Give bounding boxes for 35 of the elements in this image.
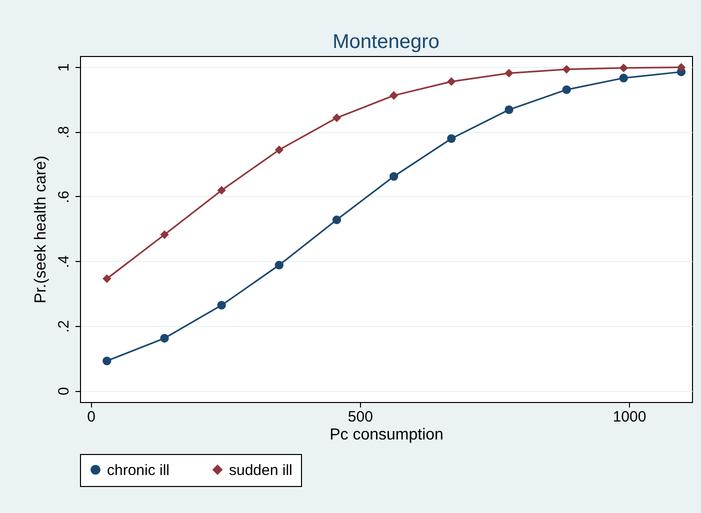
point (332, 215, 342, 224)
legend-label: sudden ill (229, 462, 292, 479)
legend-label: chronic ill (107, 462, 170, 479)
point (504, 105, 514, 114)
point (562, 85, 571, 94)
y-tick-label: 0 (56, 387, 72, 396)
point (274, 146, 284, 154)
y-tick-label: .8 (56, 126, 72, 138)
chart-title: Montenegro (332, 31, 440, 53)
point (332, 113, 342, 122)
point (389, 172, 398, 181)
y-tick-label: .2 (56, 320, 72, 333)
point (160, 230, 169, 239)
y-tick-label: .4 (56, 255, 72, 268)
point (676, 63, 686, 72)
x-tick-label: 0 (87, 408, 96, 426)
point (102, 274, 112, 284)
point (619, 64, 628, 72)
x-axis-title: Pc consumption (330, 426, 444, 444)
x-tick-label: 500 (348, 408, 373, 426)
point (160, 334, 169, 343)
point (504, 68, 514, 78)
point (389, 91, 398, 100)
y-tick-label: .6 (56, 190, 72, 204)
y-axis-title: Pr.(seek health care) (32, 156, 50, 304)
y-tick-label: 1 (56, 63, 72, 72)
point (619, 74, 628, 82)
point (217, 300, 226, 310)
point (274, 260, 284, 270)
point (447, 134, 456, 143)
point (102, 356, 112, 366)
point (217, 186, 226, 195)
point (447, 77, 456, 86)
x-tick-label: 1000 (612, 408, 646, 426)
point (562, 64, 571, 74)
